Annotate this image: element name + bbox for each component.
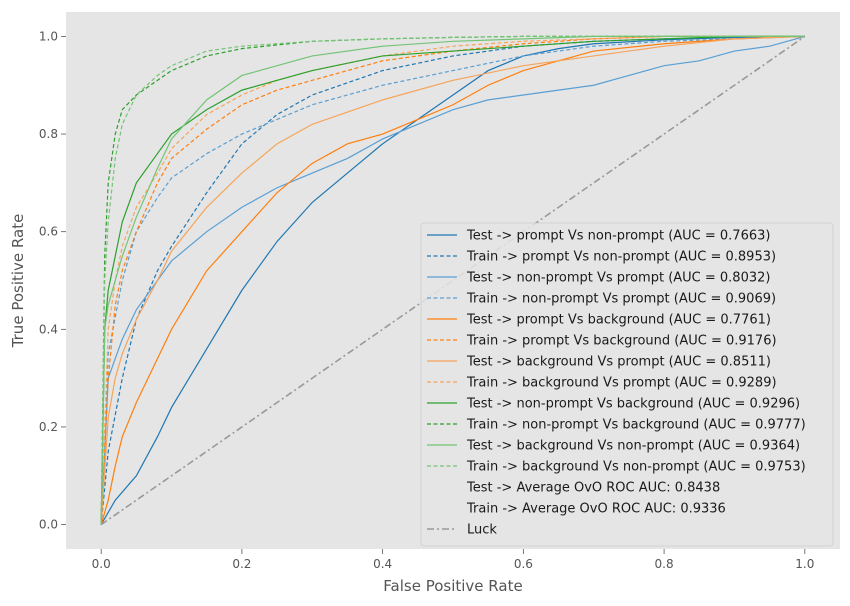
y-axis-ticks: 0.0 0.2 0.4 0.6 0.8 1.0 [39, 29, 66, 532]
legend-label: Train -> non-prompt Vs prompt (AUC = 0.9… [466, 292, 776, 307]
roc-curves [100, 35, 806, 526]
x-tick-label: 0.4 [373, 557, 392, 571]
y-tick-label: 0.6 [39, 225, 58, 239]
legend-box [420, 222, 834, 547]
x-tick-label: 0.2 [232, 557, 251, 571]
legend-label: Train -> background Vs prompt (AUC = 0.9… [466, 376, 777, 391]
x-tick-label: 1.0 [795, 557, 814, 571]
roc-curve-3 [100, 35, 805, 525]
x-tick-label: 0.6 [514, 557, 533, 571]
x-axis-ticks: 0.0 0.2 0.4 0.6 0.8 1.0 [92, 549, 814, 571]
legend: Test -> prompt Vs non-prompt (AUC = 0.76… [420, 222, 834, 547]
roc-curve-8 [100, 35, 805, 525]
y-axis-label: True Positive Rate [9, 214, 27, 349]
y-tick-label: 0.0 [39, 518, 58, 532]
legend-label: Test -> background Vs prompt (AUC = 0.85… [466, 355, 771, 370]
legend-label: Test -> non-prompt Vs background (AUC = … [466, 397, 800, 412]
roc-curve-6 [100, 35, 805, 525]
roc-curve-4 [100, 35, 805, 525]
legend-label: Train -> background Vs non-prompt (AUC =… [466, 460, 806, 475]
roc-curve-7 [100, 35, 805, 525]
legend-label: Test -> prompt Vs background (AUC = 0.77… [466, 313, 771, 328]
legend-label: Test -> non-prompt Vs prompt (AUC = 0.80… [466, 271, 770, 286]
x-axis-label: False Positive Rate [383, 577, 522, 595]
x-tick-label: 0.0 [92, 557, 111, 571]
y-tick-label: 0.8 [39, 127, 58, 141]
y-tick-label: 0.4 [39, 322, 58, 336]
legend-label: Train -> prompt Vs non-prompt (AUC = 0.8… [466, 250, 776, 265]
legend-label: Test -> prompt Vs non-prompt (AUC = 0.76… [466, 229, 770, 244]
roc-curve-2 [100, 35, 805, 525]
legend-label: Test -> background Vs non-prompt (AUC = … [466, 439, 800, 454]
legend-label: Luck [467, 523, 497, 538]
roc-curve-10 [100, 35, 805, 525]
roc-curve-5 [100, 35, 805, 525]
roc-curve-0 [100, 35, 805, 525]
legend-label: Train -> non-prompt Vs background (AUC =… [466, 418, 806, 433]
legend-label: Test -> Average OvO ROC AUC: 0.8438 [466, 481, 720, 496]
legend-label: Train -> Average OvO ROC AUC: 0.9336 [466, 502, 726, 517]
y-tick-label: 0.2 [39, 420, 58, 434]
y-tick-label: 1.0 [39, 29, 58, 43]
x-tick-label: 0.8 [655, 557, 674, 571]
roc-curve-11 [100, 35, 805, 525]
legend-label: Train -> prompt Vs background (AUC = 0.9… [466, 334, 777, 349]
